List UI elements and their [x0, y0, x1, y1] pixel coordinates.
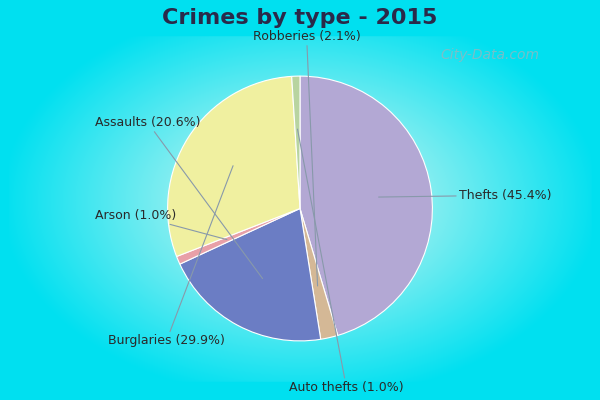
Wedge shape	[292, 76, 300, 208]
Text: Burglaries (29.9%): Burglaries (29.9%)	[108, 166, 233, 347]
Bar	[0, 0, 600, 35]
Wedge shape	[176, 208, 300, 264]
Text: Auto thefts (1.0%): Auto thefts (1.0%)	[289, 129, 404, 394]
Wedge shape	[180, 208, 321, 341]
Text: Robberies (2.1%): Robberies (2.1%)	[253, 30, 361, 286]
Text: Assaults (20.6%): Assaults (20.6%)	[95, 116, 263, 278]
Wedge shape	[300, 76, 433, 336]
Text: City-Data.com: City-Data.com	[440, 48, 539, 62]
Bar	[0, 0, 8, 400]
Bar	[592, 0, 600, 400]
Wedge shape	[167, 76, 300, 256]
Text: Thefts (45.4%): Thefts (45.4%)	[379, 189, 551, 202]
Bar	[0, 382, 600, 400]
Wedge shape	[300, 208, 338, 339]
Text: Arson (1.0%): Arson (1.0%)	[95, 209, 227, 240]
Text: Crimes by type - 2015: Crimes by type - 2015	[163, 8, 437, 28]
